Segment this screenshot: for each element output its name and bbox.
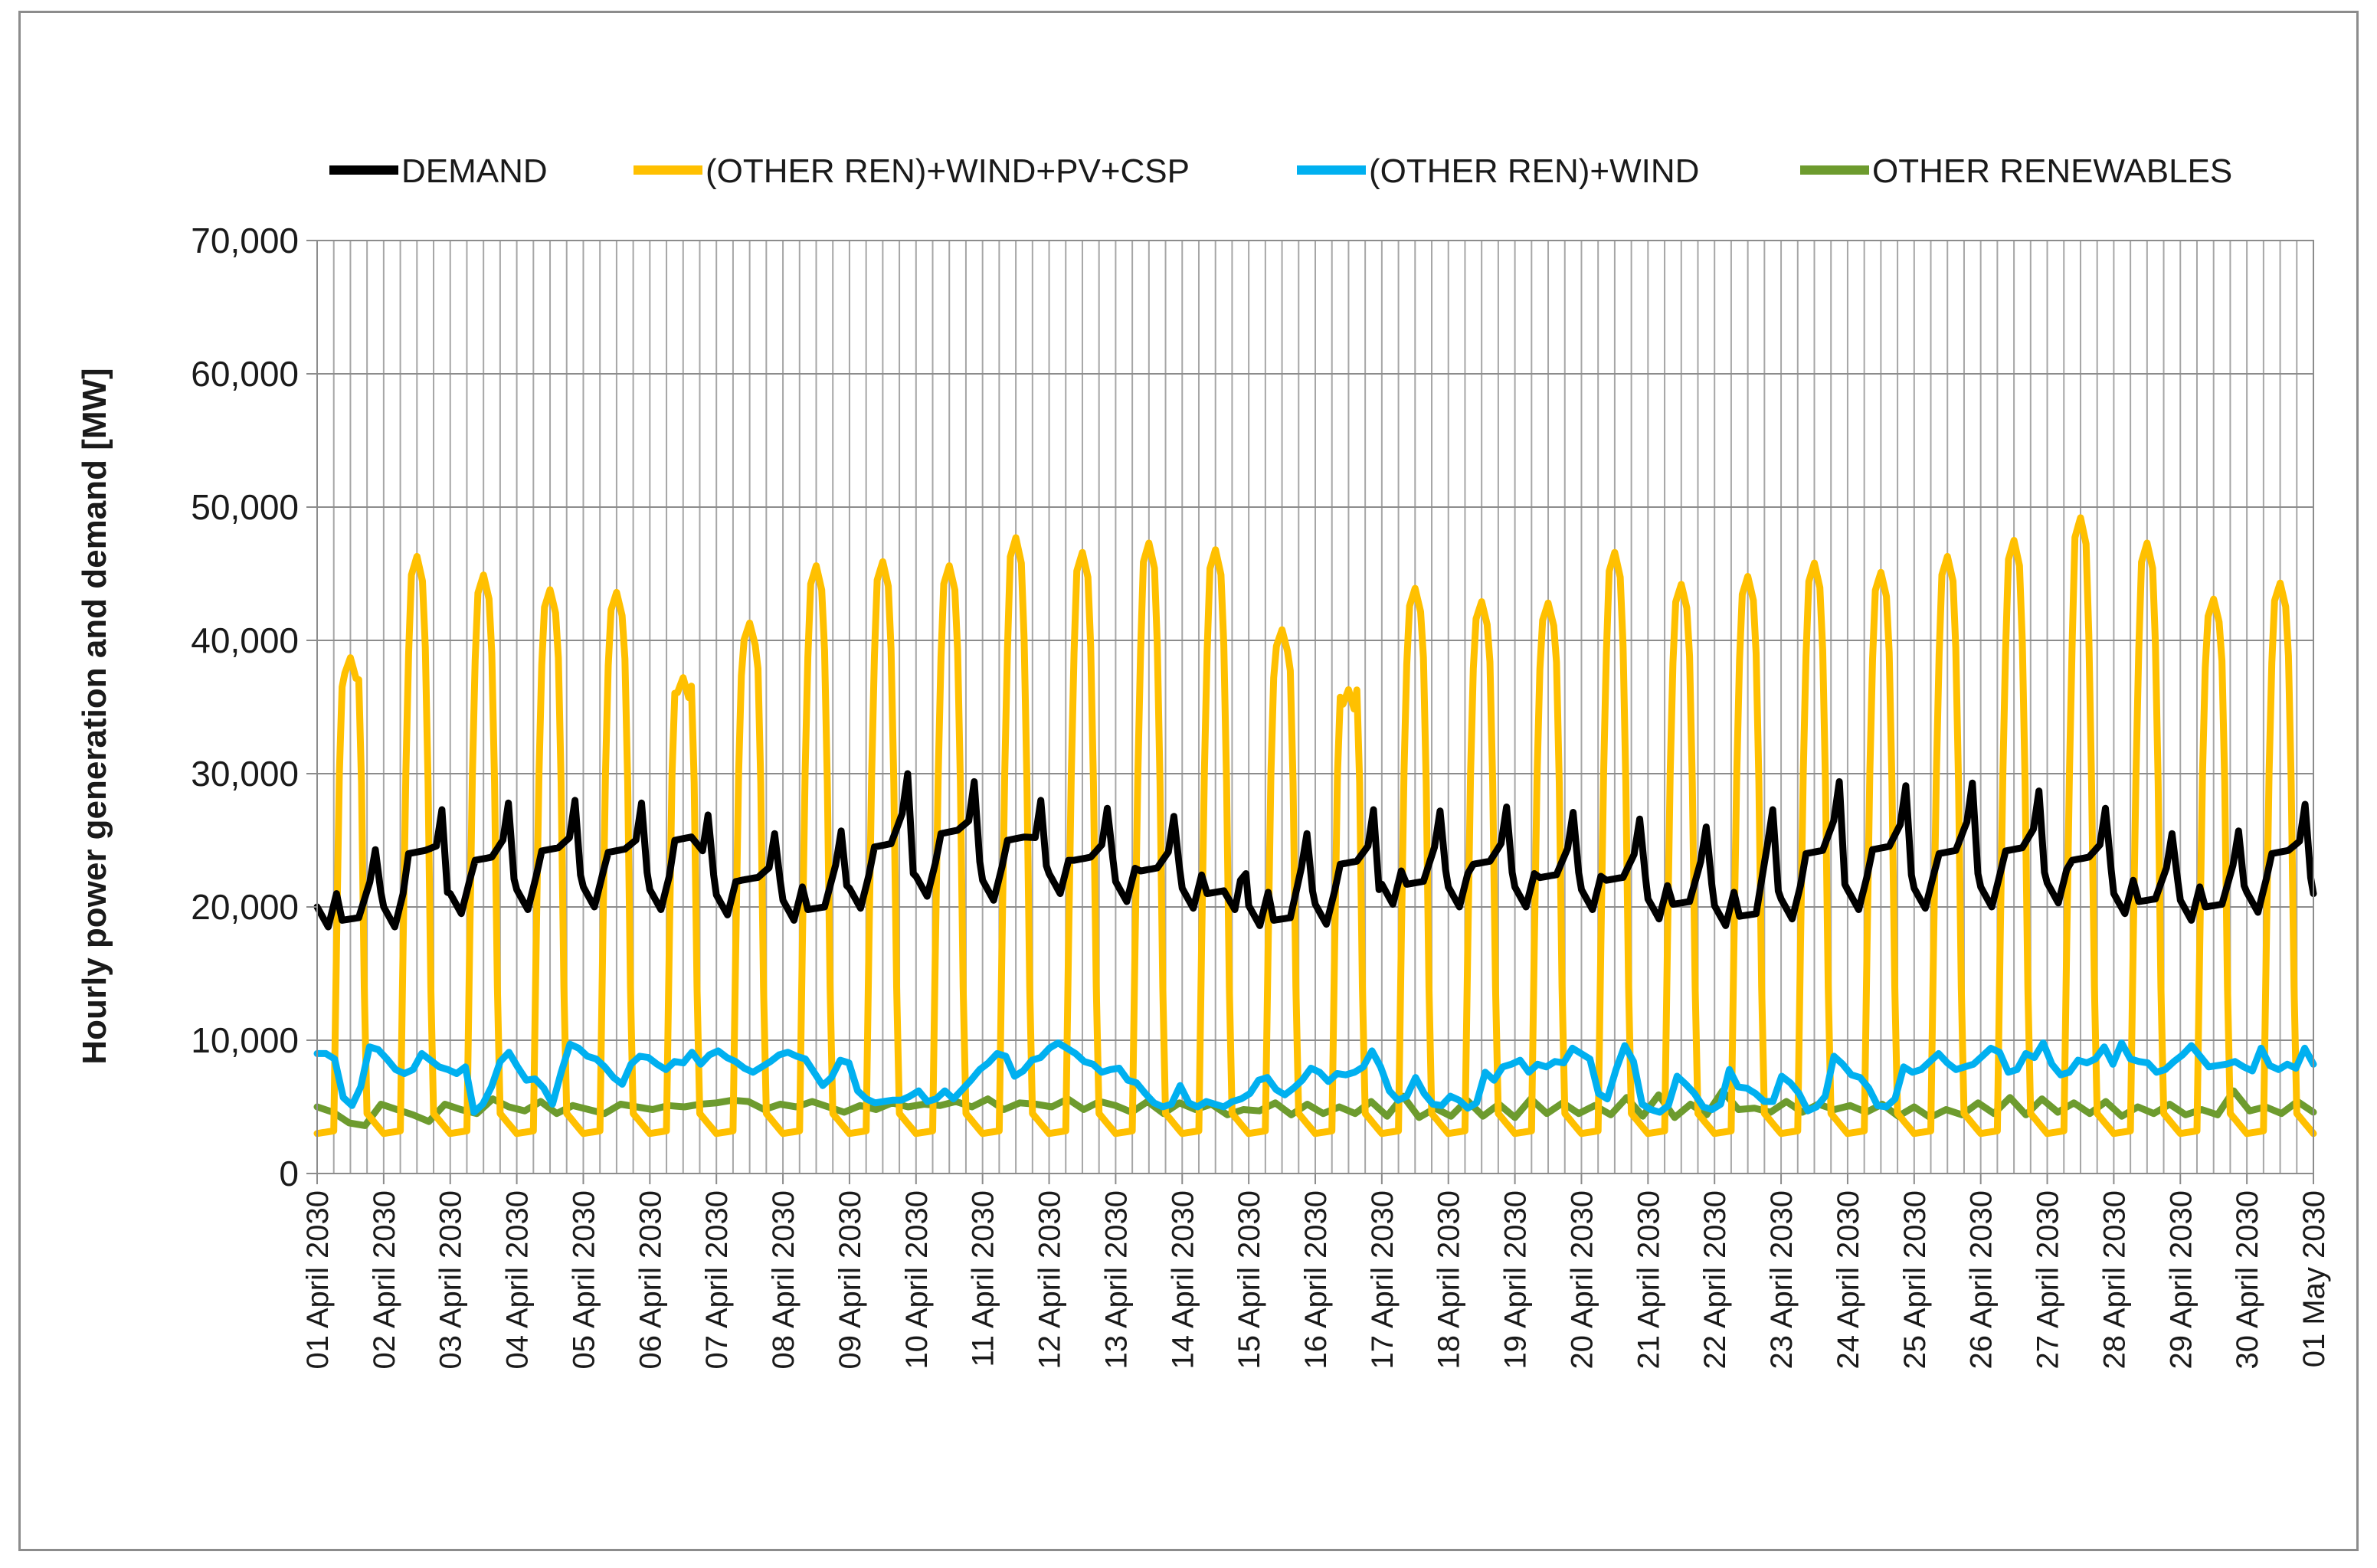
x-tick-label: 02 April 2030: [368, 1190, 401, 1370]
x-tick-label: 06 April 2030: [634, 1190, 667, 1370]
series-line-other-renewables: [313, 1087, 2317, 1129]
y-tick-label: 40,000: [191, 620, 299, 660]
x-tick-label: 22 April 2030: [1698, 1190, 1732, 1370]
x-tick-label: 13 April 2030: [1099, 1190, 1133, 1370]
x-tick-label: 12 April 2030: [1033, 1190, 1067, 1370]
legend: DEMAND (OTHER REN)+WIND+PV+CSP (OTHER RE…: [329, 152, 2232, 190]
y-tick-label: 60,000: [191, 354, 299, 394]
x-tick-label: 07 April 2030: [700, 1190, 734, 1370]
x-tick-label: 03 April 2030: [434, 1190, 468, 1370]
x-tick-label: 29 April 2030: [2164, 1190, 2198, 1370]
x-tick-label: 11 April 2030: [967, 1190, 1000, 1367]
x-tick-label: 16 April 2030: [1299, 1190, 1333, 1370]
y-tick-label: 20,000: [191, 887, 299, 927]
x-tick-label: 20 April 2030: [1565, 1190, 1599, 1370]
x-tick-label: 05 April 2030: [567, 1190, 601, 1370]
legend-label-pv-csp: (OTHER REN)+WIND+PV+CSP: [706, 152, 1190, 190]
x-tick-label: 01 April 2030: [301, 1190, 335, 1370]
series-line-other-ren-wind: [313, 1039, 2317, 1116]
x-tick-label: 30 April 2030: [2231, 1190, 2264, 1370]
x-tick-label: 26 April 2030: [1965, 1190, 1999, 1370]
axes: 0 10,000 20,000 30,000 40,000 50,000 60,000 70,…: [191, 221, 2331, 1370]
legend-label-demand: DEMAND: [401, 152, 548, 190]
y-tick-label: 30,000: [191, 754, 299, 794]
x-tick-label: 17 April 2030: [1366, 1190, 1400, 1370]
x-tick-label: 18 April 2030: [1432, 1190, 1466, 1370]
x-tick-label: 01 May 2030: [2297, 1190, 2331, 1367]
y-tick-label: 70,000: [191, 221, 299, 260]
x-tick-label: 09 April 2030: [833, 1190, 867, 1370]
x-tick-label: 25 April 2030: [1898, 1190, 1932, 1370]
legend-label-wind: (OTHER REN)+WIND: [1369, 152, 1699, 190]
x-tick-label: 24 April 2030: [1832, 1190, 1865, 1370]
x-tick-label: 19 April 2030: [1499, 1190, 1533, 1370]
legend-label-other-renewables: OTHER RENEWABLES: [1872, 152, 2232, 190]
y-axis-label: Hourly power generation and demand [MW]: [76, 368, 113, 1064]
x-tick-label: 04 April 2030: [501, 1190, 535, 1370]
x-tick-label: 14 April 2030: [1166, 1190, 1200, 1370]
x-tick-label: 21 April 2030: [1632, 1190, 1665, 1370]
grid: [316, 240, 2314, 1174]
x-tick-label: 10 April 2030: [900, 1190, 934, 1370]
y-tick-label: 0: [279, 1154, 299, 1193]
series-line-demand: [313, 770, 2317, 931]
x-tick-label: 27 April 2030: [2032, 1190, 2065, 1370]
y-tick-label: 10,000: [191, 1020, 299, 1060]
series-line-other-ren-wind-pv-csp: [313, 514, 2317, 1138]
x-tick-label: 28 April 2030: [2097, 1190, 2131, 1370]
x-tick-label: 15 April 2030: [1233, 1190, 1266, 1370]
y-tick-label: 50,000: [191, 487, 299, 527]
x-tick-label: 23 April 2030: [1765, 1190, 1799, 1370]
series-layer: [313, 514, 2317, 1138]
x-tick-label: 08 April 2030: [767, 1190, 801, 1370]
